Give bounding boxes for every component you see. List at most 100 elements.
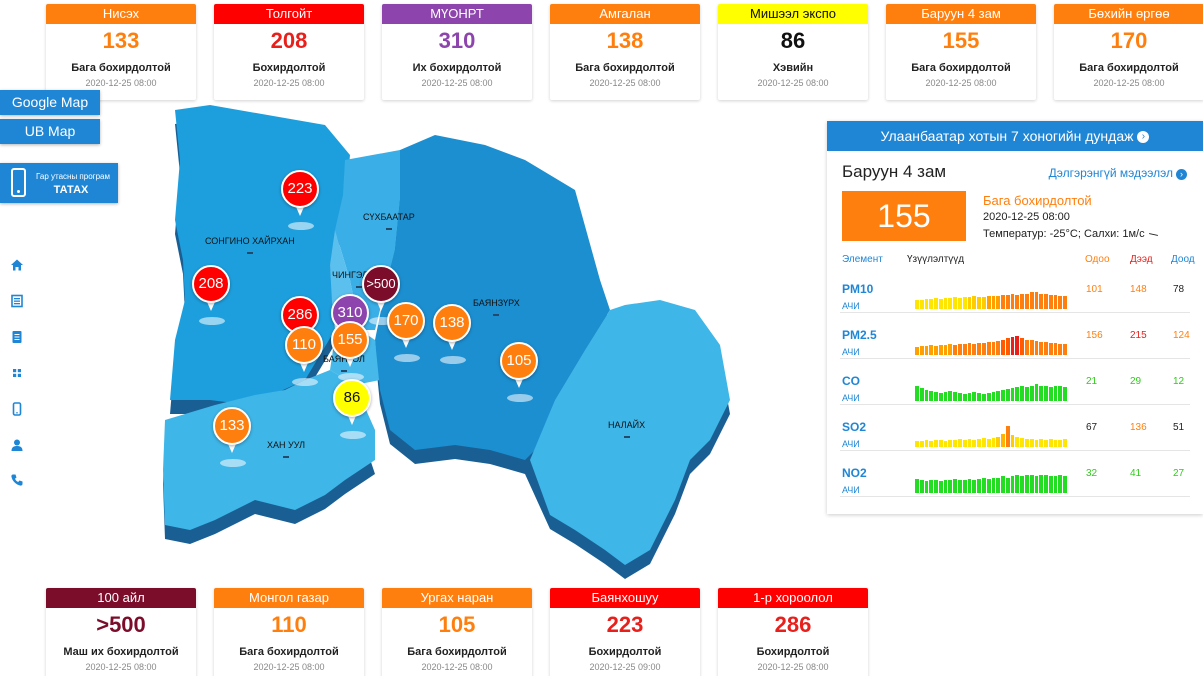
pin-shadow — [220, 459, 246, 467]
home-icon[interactable] — [10, 258, 24, 272]
station-pin[interactable]: 208 — [192, 265, 232, 327]
sparkline-bar — [953, 440, 958, 447]
sparkline-bar — [1029, 292, 1034, 309]
sparkline-bar — [967, 297, 972, 309]
station-card-name: Монгол газар — [214, 588, 364, 608]
pollutant-min: 124 — [1173, 330, 1190, 341]
station-card-value: 223 — [606, 612, 644, 637]
apps-icon[interactable] — [10, 366, 24, 380]
sparkline-bar — [1001, 476, 1005, 493]
station-pin[interactable]: 138 — [433, 304, 473, 366]
sparkline-bar — [1010, 294, 1015, 309]
pin-shadow — [369, 317, 395, 325]
sparkline-bar — [972, 344, 977, 355]
sparkline-bar — [977, 439, 981, 447]
pollutant-max: 215 — [1130, 330, 1147, 341]
sparkline-bar — [981, 478, 986, 493]
sparkline-bar — [938, 345, 943, 355]
pollutant-row[interactable]: CO АЧИ 21 29 12 — [840, 359, 1190, 405]
station-pin[interactable]: 170 — [387, 302, 427, 364]
station-card-time: 2020-12-25 08:00 — [925, 78, 997, 88]
station-card-level: Бохирдолтой — [588, 646, 662, 658]
sparkline-bar — [919, 441, 924, 447]
phone-icon — [11, 168, 26, 197]
col-max: Дээд — [1130, 254, 1153, 265]
sparkline-bar — [1034, 476, 1039, 493]
google-map-button[interactable]: Google Map — [0, 90, 100, 115]
sparkline-bar — [1039, 475, 1044, 493]
station-pin[interactable]: 110 — [285, 326, 325, 388]
sparkline-bar — [1020, 438, 1024, 447]
pollutant-row[interactable]: NO2 АЧИ 32 41 27 — [840, 451, 1190, 497]
pollutant-row[interactable]: PM2.5 АЧИ 156 215 124 — [840, 313, 1190, 359]
station-pin[interactable]: 155 — [331, 321, 371, 383]
pollutant-unit: АЧИ — [842, 301, 860, 311]
panel-weather-text: Температур: -25°C; Салхи: 1м/с — [983, 228, 1145, 240]
sparkline-bar — [1024, 340, 1029, 355]
station-card[interactable]: Амгалан 138 Бага бохирдолтой 2020-12-25 08:… — [550, 4, 700, 100]
document-icon[interactable] — [10, 330, 24, 344]
pollutant-unit: АЧИ — [842, 439, 860, 449]
station-card-name: Мишээл экспо — [718, 4, 868, 24]
station-card[interactable]: 100 айл >500 Маш их бохирдолтой 2020-12-25 … — [46, 588, 196, 676]
station-card[interactable]: Монгол газар 110 Бага бохирдолтой 2020-12-2… — [214, 588, 364, 676]
ub-map-button[interactable]: UB Map — [0, 119, 100, 144]
station-card[interactable]: МҮОНРТ 310 Их бохирдолтой 2020-12-25 08:00 — [382, 4, 532, 100]
station-card[interactable]: 1-р хороолол 286 Бохирдолтой 2020-12-25 08:… — [718, 588, 868, 676]
sparkline-bar — [1001, 434, 1005, 447]
sparkline-bar — [996, 341, 1001, 355]
station-card[interactable]: Баянхошуу 223 Бохирдолтой 2020-12-25 09:00 — [550, 588, 700, 676]
sparkline-bar — [1058, 440, 1063, 447]
sparkline-bar — [948, 480, 953, 493]
pollutant-unit: АЧИ — [842, 347, 860, 357]
station-card-value: 105 — [438, 612, 476, 637]
pollutant-row[interactable]: PM10 АЧИ 101 148 78 — [840, 267, 1190, 313]
station-pin[interactable]: 105 — [500, 342, 540, 404]
station-card[interactable]: Нисэх 133 Бага бохирдолтой 2020-12-25 08:00 — [46, 4, 196, 100]
mobile-icon[interactable] — [10, 402, 24, 416]
pollutant-unit: АЧИ — [842, 485, 860, 495]
station-card[interactable]: Толгойт 208 Бохирдолтой 2020-12-25 08:00 — [214, 4, 364, 100]
sparkline-bar — [938, 481, 943, 493]
station-card[interactable]: Мишээл экспо 86 Хэвийн 2020-12-25 08:00 — [718, 4, 868, 100]
pin-value: 223 — [281, 170, 319, 208]
sparkline-bar — [934, 440, 938, 447]
district-map[interactable]: СОНГИНО ХАЙРХАН СҮХБААТАР ЧИНГЭЛТЭЙ БАЯНЗҮР… — [155, 100, 745, 590]
sparkline-bar — [996, 391, 1001, 401]
station-pin[interactable]: 223 — [281, 170, 321, 232]
pin-value: 155 — [331, 321, 369, 359]
sparkline-bar — [958, 298, 962, 309]
sparkline-bar — [967, 439, 972, 447]
detail-link[interactable]: Дэлгэрэнгүй мэдээлэл › — [1049, 166, 1187, 180]
station-pin[interactable]: >500 — [362, 265, 402, 327]
sparkline-bar — [924, 299, 929, 309]
sparkline-bar — [1053, 440, 1058, 447]
station-card[interactable]: Бөхийн өргөө 170 Бага бохирдолтой 2020-12-2… — [1054, 4, 1203, 100]
station-card[interactable]: Баруун 4 зам 155 Бага бохирдолтой 2020-12-2… — [886, 4, 1036, 100]
sparkline-bar — [1044, 440, 1048, 447]
sparkline-bar — [1053, 386, 1058, 401]
sparkline-bar — [977, 343, 981, 355]
sparkline-bar — [1015, 295, 1020, 309]
download-app-button[interactable]: Гар утасны програм ТАТАХ — [0, 163, 118, 203]
col-element: Элемент — [842, 254, 883, 265]
station-card-level: Маш их бохирдолтой — [63, 646, 179, 658]
station-card-value: 310 — [438, 28, 476, 53]
station-card-name: Ургах наран — [382, 588, 532, 608]
station-pin[interactable]: 86 — [333, 379, 373, 441]
station-pin[interactable]: 133 — [213, 407, 253, 469]
sparkline-bar — [991, 478, 996, 493]
pollutant-row[interactable]: SO2 АЧИ 67 136 51 — [840, 405, 1190, 451]
sparkline-bar — [1029, 340, 1034, 355]
pollutant-name: PM10 — [842, 282, 874, 296]
pollutant-current: 101 — [1086, 284, 1103, 295]
sparkline-bar — [981, 394, 986, 401]
user-icon[interactable] — [10, 438, 24, 452]
phone-call-icon[interactable] — [10, 473, 24, 487]
station-card[interactable]: Ургах наран 105 Бага бохирдолтой 2020-12-25… — [382, 588, 532, 676]
panel-header[interactable]: Улаанбаатар хотын 7 хоногийн дундаж › — [827, 121, 1203, 151]
panel-weather: Температур: -25°C; Салхи: 1м/с — [983, 228, 1158, 240]
news-icon[interactable] — [10, 294, 24, 308]
sparkline-bar — [919, 300, 924, 309]
station-card-level: Их бохирдолтой — [412, 62, 502, 74]
